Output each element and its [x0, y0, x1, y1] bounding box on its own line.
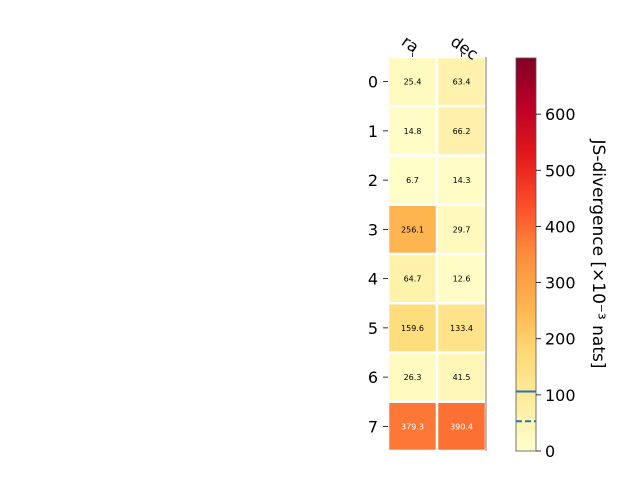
cell-value-label: 390.4 — [450, 422, 473, 431]
heatmap-cell — [389, 206, 436, 253]
heatmap-cell — [389, 156, 436, 204]
heatmap-cell — [438, 107, 485, 155]
cell-value-label: 64.7 — [404, 275, 422, 284]
colorbar-label: JS-divergence [×10⁻³ nats] — [588, 139, 608, 369]
heatmap-cell — [438, 255, 485, 302]
colorbar-tick-label: 400 — [545, 217, 576, 236]
heatmap-cell — [438, 206, 485, 253]
heatmap-cell — [389, 353, 436, 401]
heatmap-cell — [389, 58, 436, 105]
cell-value-label: 14.8 — [404, 127, 422, 136]
column-label: ra — [398, 32, 422, 57]
colorbar-tick-label: 600 — [545, 105, 576, 124]
cell-value-label: 256.1 — [401, 225, 424, 234]
heatmap-cell — [438, 156, 485, 204]
row-labels: 0 1 2 3 4 5 6 7 — [368, 73, 388, 436]
heatmap-cell — [389, 403, 436, 450]
colorbar: 0 100 200 300 400 500 600 JS-divergence [×10⁻³… — [515, 57, 608, 461]
heatmap-cell — [389, 304, 436, 352]
cell-value-label: 29.7 — [453, 225, 471, 234]
row-label: 5 — [368, 319, 378, 338]
cell-value-label: 63.4 — [453, 78, 471, 87]
cell-value-label: 6.7 — [406, 176, 419, 185]
colorbar-tick-label: 100 — [545, 386, 576, 405]
cell-value-label: 12.6 — [453, 275, 471, 284]
row-label: 0 — [368, 73, 378, 92]
heatmap-cell — [438, 304, 485, 352]
cell-value-label: 66.2 — [453, 127, 471, 136]
cell-value-label: 26.3 — [404, 373, 422, 382]
colorbar-gradient — [515, 57, 537, 452]
row-label: 1 — [368, 122, 378, 141]
cell-value-label: 14.3 — [453, 176, 471, 185]
heatmap-cell — [389, 107, 436, 155]
colorbar-tick-label: 300 — [545, 274, 576, 293]
row-label: 7 — [368, 417, 378, 436]
heatmap-cell — [438, 403, 485, 450]
row-label: 4 — [368, 270, 378, 289]
row-label: 2 — [368, 171, 378, 190]
colorbar-tick-label: 0 — [545, 442, 555, 461]
cell-value-label: 25.4 — [404, 78, 422, 87]
row-label: 3 — [368, 220, 378, 239]
colorbar-ticks: 0 100 200 300 400 500 600 — [536, 105, 576, 461]
colorbar-tick-label: 500 — [545, 161, 576, 180]
heatmap-grid: 25.4 63.4 14.8 66.2 6.7 14.3 256.1 29.7 64.7 12.6… — [389, 58, 485, 450]
row-label: 6 — [368, 368, 378, 387]
cell-value-label: 159.6 — [401, 324, 424, 333]
colorbar-marker-lines — [516, 390, 536, 423]
heatmap-cell — [438, 58, 485, 105]
cell-value-label: 133.4 — [450, 324, 473, 333]
colorbar-tick-label: 200 — [545, 330, 576, 349]
heatmap-cell — [389, 255, 436, 302]
cell-value-label: 379.3 — [401, 422, 424, 431]
heatmap-cell — [438, 353, 485, 401]
cell-value-label: 41.5 — [453, 373, 471, 382]
